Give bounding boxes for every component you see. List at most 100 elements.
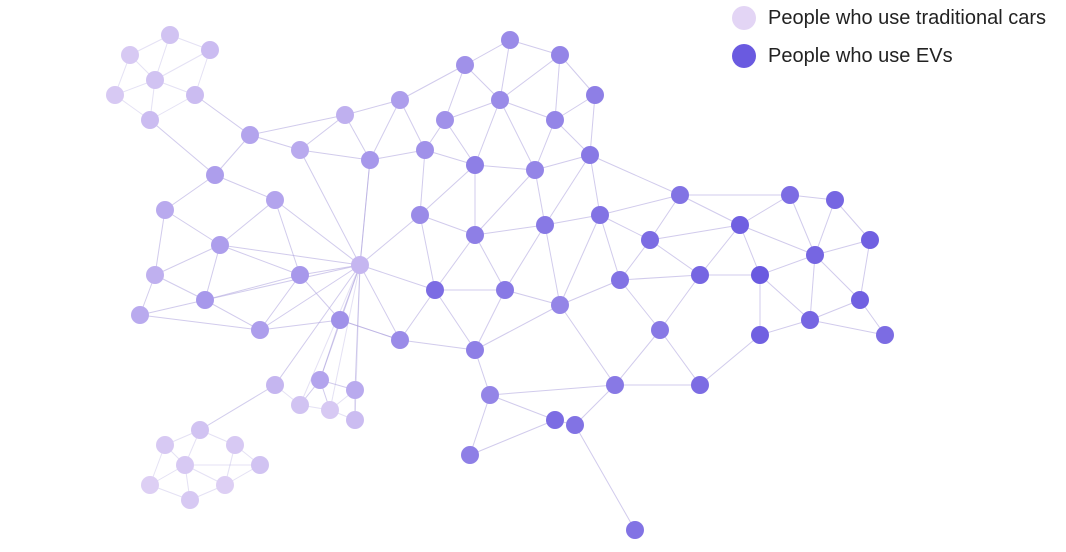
edge: [215, 175, 275, 200]
node: [851, 291, 869, 309]
node: [251, 321, 269, 339]
node: [466, 226, 484, 244]
edge: [260, 320, 340, 330]
node: [626, 521, 644, 539]
edge: [475, 235, 505, 290]
edge: [140, 300, 205, 315]
node: [346, 381, 364, 399]
node: [391, 331, 409, 349]
node: [361, 151, 379, 169]
edge: [200, 385, 275, 430]
legend-item-traditional: People who use traditional cars: [732, 6, 1046, 30]
edge: [475, 100, 500, 165]
node: [411, 206, 429, 224]
edge: [275, 200, 300, 275]
edge: [600, 215, 620, 280]
edge: [560, 215, 600, 305]
node: [456, 56, 474, 74]
node: [526, 161, 544, 179]
edge: [300, 150, 360, 265]
edge: [680, 195, 740, 225]
node: [751, 266, 769, 284]
edge: [475, 225, 545, 235]
edge: [490, 385, 615, 395]
legend-label-ev: People who use EVs: [768, 45, 953, 68]
node: [146, 71, 164, 89]
node: [216, 476, 234, 494]
node: [591, 206, 609, 224]
edge: [220, 200, 275, 245]
edge: [810, 255, 815, 320]
node: [346, 411, 364, 429]
edge: [500, 40, 510, 100]
edge: [420, 215, 435, 290]
node: [186, 86, 204, 104]
node: [671, 186, 689, 204]
node: [466, 341, 484, 359]
node: [691, 266, 709, 284]
edge: [660, 330, 700, 385]
edge: [475, 170, 535, 235]
edge: [360, 160, 370, 265]
node: [141, 476, 159, 494]
nodes: [106, 26, 894, 539]
edge: [250, 115, 345, 135]
edge: [860, 240, 870, 300]
node: [876, 326, 894, 344]
edge: [500, 55, 560, 100]
node: [536, 216, 554, 234]
node: [196, 291, 214, 309]
node: [641, 231, 659, 249]
node: [266, 191, 284, 209]
edge: [650, 240, 700, 275]
node: [336, 106, 354, 124]
edge: [660, 275, 700, 330]
node: [461, 446, 479, 464]
edge: [320, 320, 340, 380]
edge: [420, 150, 425, 215]
node: [161, 26, 179, 44]
edges: [115, 35, 885, 530]
legend-label-traditional: People who use traditional cars: [768, 7, 1046, 30]
edge: [620, 280, 660, 330]
edge: [205, 300, 260, 330]
edge: [590, 95, 595, 155]
edge: [150, 120, 215, 175]
node: [436, 111, 454, 129]
edge: [400, 340, 475, 350]
edge: [195, 95, 250, 135]
node: [731, 216, 749, 234]
edge: [505, 225, 545, 290]
node: [141, 111, 159, 129]
node: [566, 416, 584, 434]
edge: [205, 265, 360, 300]
edge: [815, 255, 860, 300]
edge: [140, 315, 260, 330]
node: [321, 401, 339, 419]
edge: [555, 55, 560, 120]
node: [241, 126, 259, 144]
node: [311, 371, 329, 389]
node: [131, 306, 149, 324]
node: [606, 376, 624, 394]
legend-item-ev: People who use EVs: [732, 44, 1046, 68]
edge: [760, 275, 810, 320]
edge: [300, 150, 370, 160]
edge: [740, 225, 815, 255]
edge: [475, 305, 560, 350]
edge: [600, 195, 680, 215]
node: [481, 386, 499, 404]
node: [751, 326, 769, 344]
edge: [470, 395, 490, 455]
edge: [490, 395, 555, 420]
legend-swatch-ev: [732, 44, 756, 68]
node: [426, 281, 444, 299]
edge: [155, 210, 165, 275]
edge: [435, 235, 475, 290]
node: [176, 456, 194, 474]
node: [581, 146, 599, 164]
node: [156, 436, 174, 454]
edge: [575, 425, 635, 530]
edge: [165, 210, 220, 245]
node: [106, 86, 124, 104]
